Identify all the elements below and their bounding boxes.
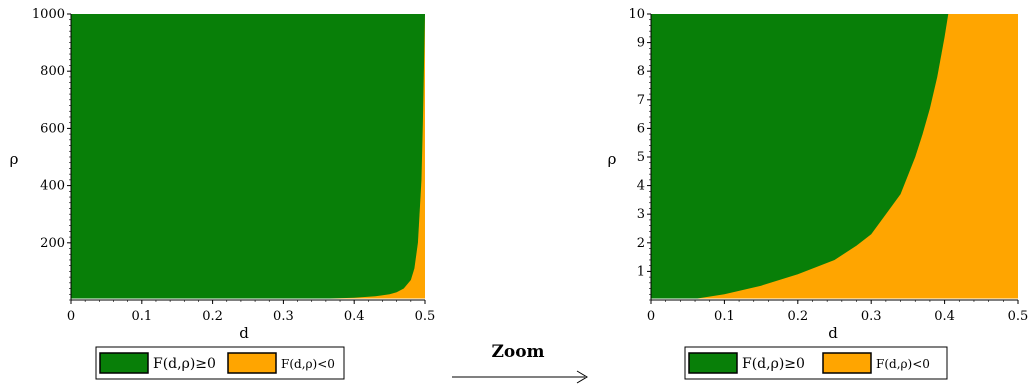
y-tick-label-right: 8 (637, 64, 645, 79)
x-tick-label-left: 0.5 (415, 309, 436, 324)
y-tick-label-left: 800 (40, 64, 65, 79)
y-tick-label-right: 4 (637, 179, 645, 194)
y-tick-label-right: 7 (637, 93, 645, 108)
y-axis-label-right: ρ (608, 150, 617, 168)
plot-area-left (71, 14, 425, 300)
y-tick-label-left: 600 (40, 121, 65, 136)
legend-swatch-neg-right (823, 353, 871, 373)
x-axis-label-left: d (239, 324, 249, 342)
x-tick-label-right: 0 (647, 309, 655, 324)
legend-swatch-neg-left (228, 353, 276, 373)
x-tick-label-right: 0.5 (1008, 309, 1029, 324)
x-tick-label-right: 0.1 (714, 309, 735, 324)
y-tick-label-right: 6 (637, 121, 645, 136)
y-tick-label-right: 10 (628, 7, 645, 22)
y-tick-label-right: 2 (637, 236, 645, 251)
zoom-annotation: Zoom (452, 342, 587, 383)
region-nonnegative-left (71, 14, 425, 300)
y-axis-label-left: ρ (10, 150, 19, 168)
x-tick-label-left: 0 (67, 309, 75, 324)
x-tick-label-left: 0.1 (131, 309, 152, 324)
chart-left: 0 0.1 0.2 0.3 0.4 0.5 200 400 600 800 1000 d ρ F(d… (10, 7, 436, 379)
x-tick-label-right: 0.4 (934, 309, 955, 324)
legend-label-neg-right: F(d,ρ)<0 (876, 357, 930, 371)
legend-right: F(d,ρ)≥0 F(d,ρ)<0 (685, 347, 947, 379)
legend-label-nonneg-right: F(d,ρ)≥0 (742, 356, 805, 372)
legend-label-nonneg-left: F(d,ρ)≥0 (153, 356, 216, 372)
legend-swatch-nonneg-left (100, 353, 148, 373)
right-arrow-icon (452, 371, 587, 383)
y-tick-label-left: 400 (40, 179, 65, 194)
y-tick-label-right: 9 (637, 36, 645, 51)
y-tick-label-right: 5 (637, 150, 645, 165)
zoom-label: Zoom (491, 342, 544, 362)
y-tick-label-right: 3 (637, 207, 645, 222)
chart-right: 0 0.1 0.2 0.3 0.4 0.5 1 2 3 4 5 6 7 8 9 10 d ρ F(d,ρ)≥0… (608, 7, 1029, 379)
x-tick-label-right: 0.3 (861, 309, 882, 324)
plot-area-right (651, 14, 1018, 300)
x-tick-label-right: 0.2 (787, 309, 808, 324)
y-tick-label-left: 1000 (32, 7, 65, 22)
legend-swatch-nonneg-right (689, 353, 737, 373)
legend-label-neg-left: F(d,ρ)<0 (281, 357, 335, 371)
legend-left: F(d,ρ)≥0 F(d,ρ)<0 (96, 347, 344, 379)
x-tick-label-left: 0.3 (273, 309, 294, 324)
x-axis-label-right: d (828, 324, 838, 342)
y-tick-label-right: 1 (637, 264, 645, 279)
x-tick-label-left: 0.2 (202, 309, 223, 324)
x-tick-label-left: 0.4 (344, 309, 365, 324)
y-tick-label-left: 200 (40, 236, 65, 251)
